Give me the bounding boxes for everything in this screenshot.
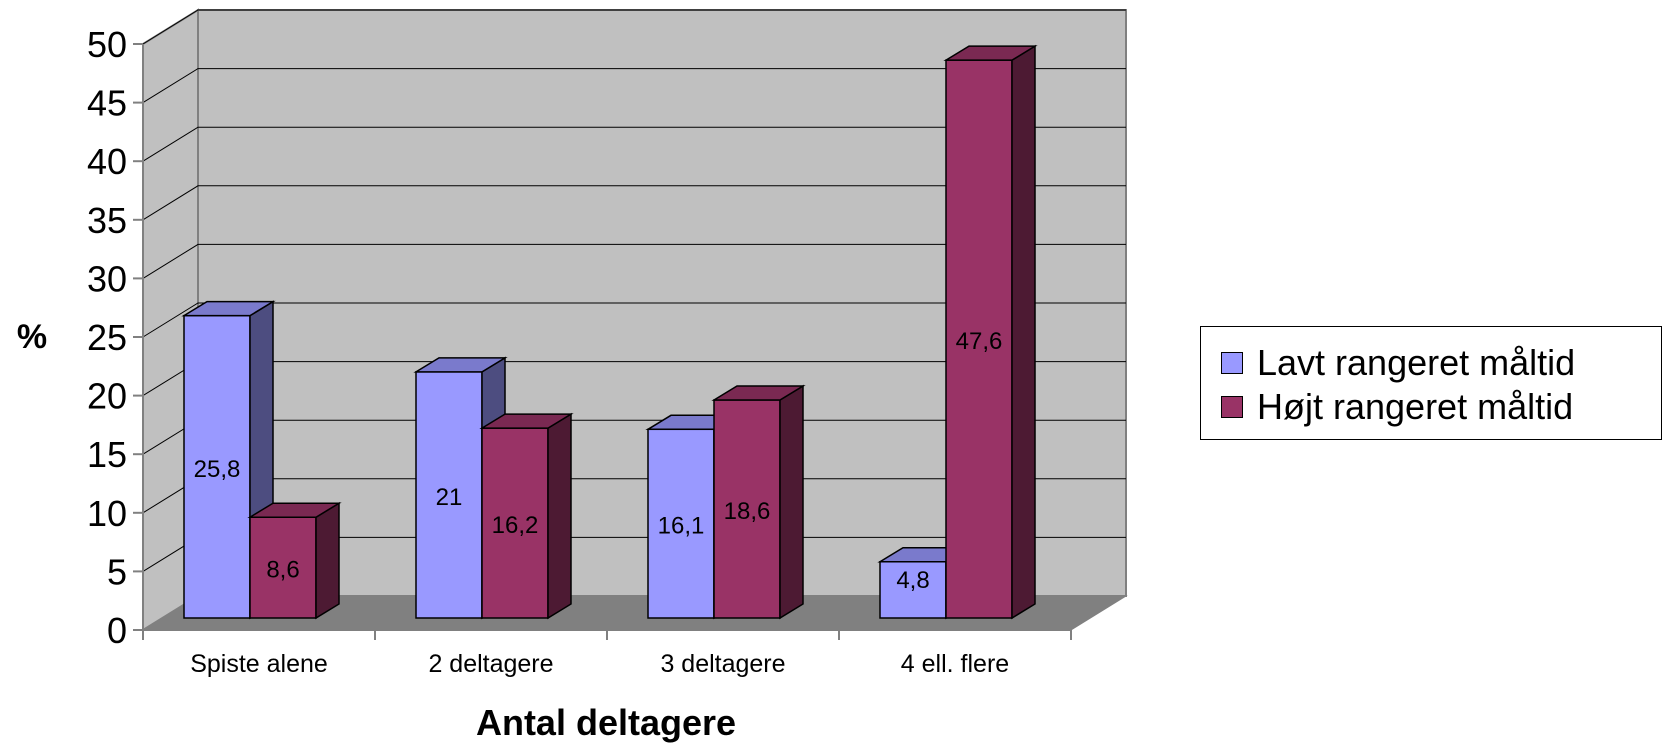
bar-top xyxy=(247,502,342,518)
data-label: 4,8 xyxy=(896,567,929,594)
x-tick-label: Spiste alene xyxy=(190,650,328,678)
bar-top xyxy=(413,357,508,373)
bar xyxy=(479,412,574,620)
bar xyxy=(711,384,806,620)
bar-front xyxy=(945,59,1013,619)
gridline xyxy=(142,126,1126,162)
y-tick-label: 15 xyxy=(87,434,127,475)
y-tick-label: 40 xyxy=(87,141,127,182)
legend-item-lavt: Lavt rangeret måltid xyxy=(1221,342,1576,383)
x-tick-label: 4 ell. flere xyxy=(901,650,1009,678)
data-label: 18,6 xyxy=(724,498,771,525)
data-labels: 25,8 8,6 21 16,2 16,1 18,6 4,8 47,6 xyxy=(194,328,1003,594)
bar xyxy=(413,356,508,620)
bars xyxy=(181,44,1038,620)
data-label: 21 xyxy=(436,484,463,511)
gridline xyxy=(142,68,1126,104)
y-tick-label: 0 xyxy=(107,610,127,651)
bar-top xyxy=(479,413,574,429)
gridlines xyxy=(142,9,1126,572)
y-tick-label: 35 xyxy=(87,200,127,241)
y-tick-label: 10 xyxy=(87,493,127,534)
bar xyxy=(943,44,1038,620)
data-label: 8,6 xyxy=(266,557,299,584)
y-tick-label: 50 xyxy=(87,24,127,65)
gridline xyxy=(142,243,1126,279)
bar-top xyxy=(181,300,276,317)
legend-label-lavt: Lavt rangeret måltid xyxy=(1257,342,1576,383)
y-tick-label: 20 xyxy=(87,376,127,417)
bar-side xyxy=(1011,44,1036,620)
bar-front xyxy=(879,560,947,619)
x-tick-label: 2 deltagere xyxy=(428,650,553,678)
data-label: 16,2 xyxy=(492,512,539,539)
axes: 0 5 10 15 20 25 30 35 40 45 50 Spiste alene 2 deltag… xyxy=(87,24,1072,678)
legend-swatch-lavt xyxy=(1221,352,1243,374)
y-tick-label: 30 xyxy=(87,258,127,299)
y-axis-label: % xyxy=(17,318,47,356)
y-tick-label: 25 xyxy=(87,317,127,358)
y-tick-label: 45 xyxy=(87,83,127,124)
x-axis-label: Antal deltagere xyxy=(476,702,736,743)
bar-front xyxy=(249,516,317,619)
legend: Lavt rangeret måltid Højt rangeret målti… xyxy=(1200,326,1662,440)
y-tick-label: 5 xyxy=(107,551,127,592)
data-label: 25,8 xyxy=(194,456,241,483)
bar-side xyxy=(779,384,804,620)
x-tick-label: 3 deltagere xyxy=(660,650,785,678)
bar-side xyxy=(547,412,572,620)
bar-side xyxy=(315,501,340,620)
gridline xyxy=(142,9,1126,45)
gridline xyxy=(142,185,1126,221)
bar xyxy=(247,501,342,620)
data-label: 47,6 xyxy=(956,328,1003,355)
bar-top xyxy=(711,385,806,401)
legend-item-hojt: Højt rangeret måltid xyxy=(1221,386,1574,427)
legend-label-hojt: Højt rangeret måltid xyxy=(1257,386,1574,427)
bar-top xyxy=(943,45,1038,61)
legend-swatch-hojt xyxy=(1221,396,1243,418)
data-label: 16,1 xyxy=(658,513,705,540)
gridline xyxy=(142,302,1126,338)
